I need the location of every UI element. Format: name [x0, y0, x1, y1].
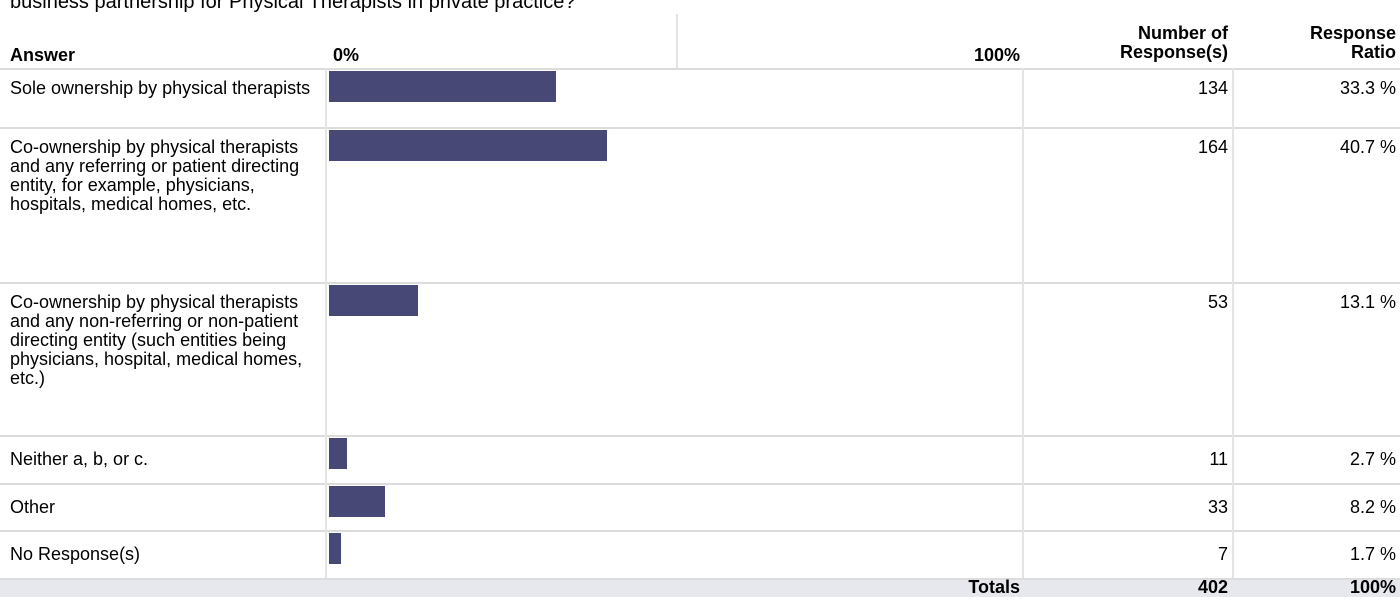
totals-label: Totals [968, 577, 1020, 597]
totals-count: 402 [1197, 577, 1228, 597]
ratio-bar [329, 486, 385, 517]
count-value: 7 [1217, 544, 1228, 564]
ratio-value: 33.3 % [1339, 78, 1396, 98]
ratio-value: 13.1 % [1339, 292, 1396, 312]
totals-ratio: 100% [1349, 577, 1396, 597]
column-divider [1232, 68, 1234, 578]
count-value: 53 [1207, 292, 1228, 312]
count-value: 11 [1209, 449, 1228, 469]
row-separator [0, 127, 1400, 129]
count-value: 164 [1197, 137, 1228, 157]
row-separator [0, 68, 1400, 70]
answer-text: Co-ownership by physical therapists and … [10, 292, 303, 388]
answer-text: Other [10, 497, 56, 517]
ratio-bar [329, 438, 348, 469]
scale-max-label: 100% [973, 45, 1020, 65]
row-separator [0, 282, 1400, 284]
column-divider [325, 68, 327, 578]
scale-min-label: 0% [333, 45, 360, 65]
ratio-bar [329, 285, 419, 316]
question-title: business partnership for Physical Therap… [10, 0, 576, 13]
ratio-value: 8.2 % [1349, 497, 1396, 517]
row-separator [0, 530, 1400, 532]
answer-text: No Response(s) [10, 544, 141, 564]
answer-text: Neither a, b, or c. [10, 449, 149, 469]
count-value: 134 [1197, 78, 1228, 98]
row-separator [0, 578, 1400, 580]
ratio-value: 40.7 % [1339, 137, 1396, 157]
count-value: 33 [1207, 497, 1228, 517]
row-separator [0, 483, 1400, 485]
ratio-bar [329, 130, 607, 161]
header-count: Number of Response(s) [1119, 23, 1228, 62]
totals-row [0, 580, 1400, 597]
column-divider [1022, 68, 1024, 578]
row-separator [0, 435, 1400, 437]
ratio-value: 2.7 % [1349, 449, 1396, 469]
ratio-bar [329, 533, 341, 564]
header-answer: Answer [10, 45, 76, 65]
answer-text: Sole ownership by physical therapists [10, 78, 311, 98]
header-divider [676, 14, 678, 68]
ratio-bar [329, 71, 557, 102]
ratio-value: 1.7 % [1349, 544, 1396, 564]
answer-text: Co-ownership by physical therapists and … [10, 137, 300, 214]
header-ratio: Response Ratio [1309, 23, 1396, 62]
